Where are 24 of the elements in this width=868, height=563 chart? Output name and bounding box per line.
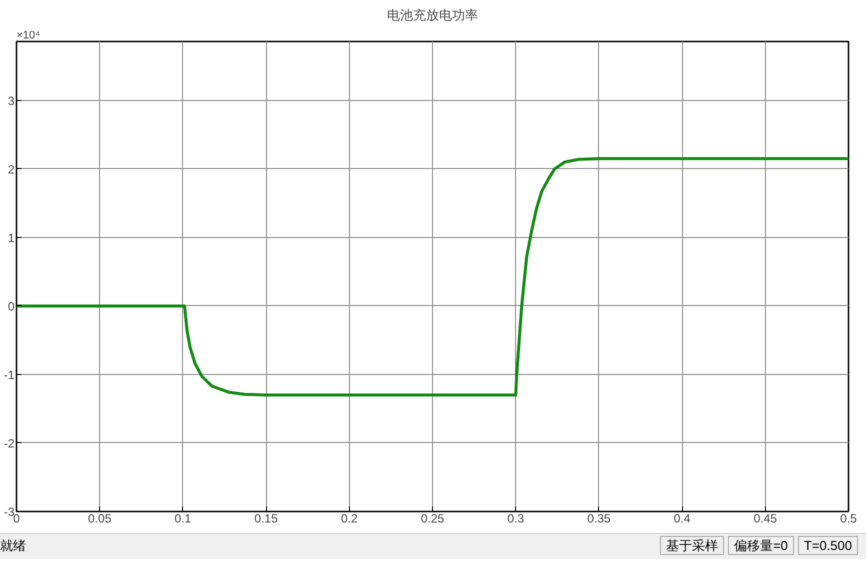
y-tick-label: 1 — [8, 230, 15, 245]
x-tick-label: 0.4 — [674, 512, 691, 526]
x-tick-label: 0.25 — [420, 512, 445, 526]
annotation: ×10⁴ — [16, 30, 40, 42]
y-tick-label: 3 — [8, 94, 15, 108]
x-tick-label: 0.05 — [88, 512, 112, 526]
x-tick-label: 0.5 — [840, 512, 858, 526]
x-tick-label: 0.2 — [340, 512, 358, 526]
line-series — [16, 157, 848, 397]
x-tick-label: 0.1 — [174, 512, 192, 526]
y-tick-label: 2 — [8, 162, 15, 176]
x-tick-label: 0.35 — [587, 512, 611, 526]
text: T=0.500 — [798, 536, 858, 556]
y-tick-label: -2 — [4, 436, 15, 450]
x-tick-label: 0.45 — [754, 512, 778, 526]
x-tick-label: 0.15 — [254, 512, 278, 526]
y-tick-label: -1 — [4, 368, 15, 382]
text: 偏移量=0 — [728, 536, 794, 556]
chart-title: 电池充放电功率 — [387, 8, 478, 22]
text: 就绪 — [0, 537, 26, 556]
y-tick-label: -3 — [4, 505, 15, 519]
y-tick-label: 0 — [8, 299, 15, 314]
x-tick-label: 0.3 — [507, 512, 524, 526]
text: 基于采样 — [660, 536, 724, 556]
